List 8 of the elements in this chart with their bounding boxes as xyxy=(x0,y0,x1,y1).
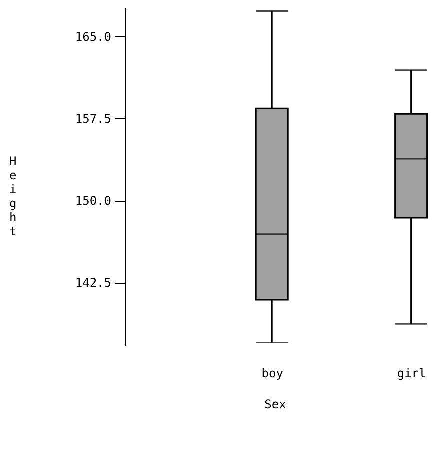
y-tick-label: 165.0 xyxy=(75,30,112,44)
x-tick-label: boy xyxy=(262,366,284,380)
x-axis-title: Sex xyxy=(264,398,286,412)
y-tick-label: 150.0 xyxy=(75,194,112,208)
x-tick-label: girl xyxy=(397,366,426,380)
y-tick-label: 157.5 xyxy=(75,112,112,126)
y-tick-label: 142.5 xyxy=(75,276,112,290)
y-axis-title: Height xyxy=(10,154,17,238)
